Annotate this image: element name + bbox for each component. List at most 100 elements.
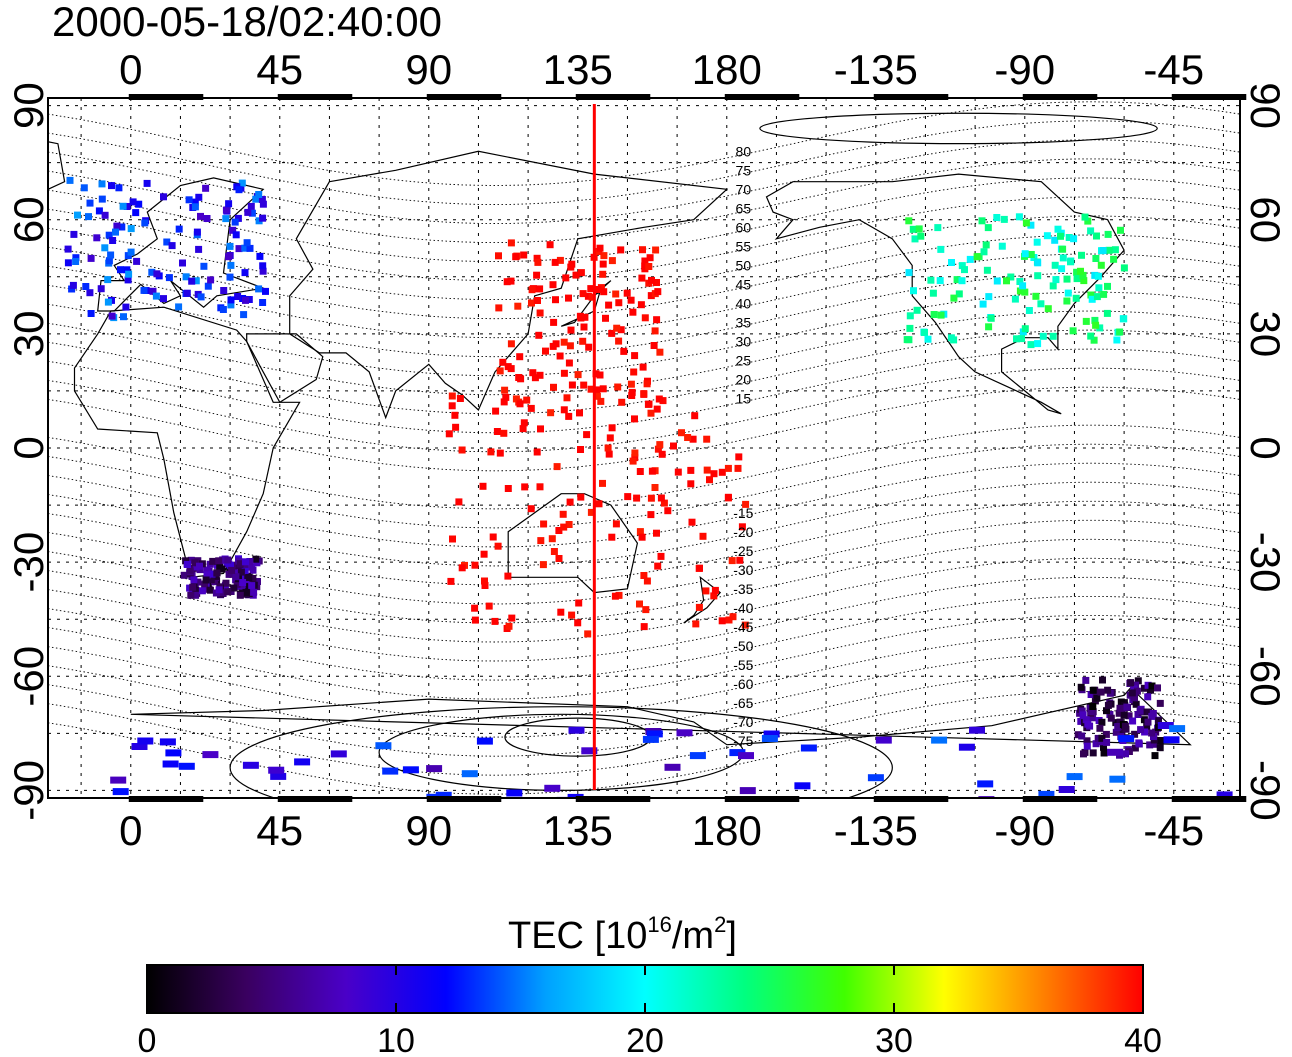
tec-cell [1066, 773, 1083, 781]
tec-cell [612, 290, 620, 298]
tec-cell [184, 561, 191, 568]
tec-cell [647, 292, 655, 300]
tec-cell [175, 303, 183, 311]
tec-cell [736, 556, 744, 564]
tec-cell [237, 568, 245, 576]
tec-cell [235, 245, 243, 253]
tec-cell [565, 294, 572, 302]
frame-bar-top [724, 94, 800, 100]
tec-cell [580, 323, 588, 331]
tec-cell [1169, 725, 1186, 733]
tec-cell [241, 244, 249, 252]
contour-label: 30 [736, 334, 752, 350]
tec-cell [936, 277, 944, 285]
tec-cell [1013, 335, 1020, 343]
tec-cell [605, 301, 613, 309]
tec-cell [218, 565, 226, 573]
tec-cell [647, 494, 655, 502]
tec-cell [507, 340, 515, 348]
tec-cell [678, 429, 685, 437]
contour-label: 65 [736, 200, 752, 216]
tec-cell [193, 228, 201, 236]
tec-cell [1104, 230, 1112, 238]
tec-cell [101, 244, 109, 252]
tec-cell [875, 736, 892, 744]
tec-cell [294, 758, 311, 766]
tec-cell [980, 248, 988, 256]
tec-cell [568, 381, 576, 389]
top-lon-tick-label: 135 [543, 46, 613, 93]
tec-cell [201, 581, 209, 589]
tec-cell [739, 787, 756, 795]
tec-cell [654, 445, 662, 453]
tec-cell [248, 582, 256, 590]
tec-cell [514, 302, 522, 310]
tec-cell [98, 195, 106, 203]
tec-cell [742, 500, 750, 508]
tec-cell [540, 520, 548, 528]
tec-cell [577, 493, 585, 501]
tec-cell [1092, 255, 1100, 262]
tec-cell [1122, 750, 1129, 758]
tec-cell [375, 742, 392, 750]
tec-cell [163, 238, 171, 246]
tec-cell [330, 750, 347, 758]
tec-cell [1102, 730, 1110, 738]
tec-cell [706, 476, 713, 484]
tec-cell [108, 312, 116, 320]
tec-cell [1073, 268, 1081, 276]
tec-cell [86, 199, 94, 207]
tec-cell [1144, 693, 1152, 701]
tec-cell [85, 213, 92, 221]
tec-cell [574, 371, 582, 379]
tec-cell [480, 550, 488, 558]
tec-cell [699, 532, 707, 540]
tec-cell [182, 273, 190, 281]
tec-cell [204, 282, 212, 290]
tec-cell [969, 726, 985, 734]
tec-cell [1112, 728, 1120, 736]
tec-cell [1039, 332, 1047, 340]
tec-cell [521, 483, 529, 491]
tec-cell [215, 586, 223, 594]
tec-cell [119, 202, 127, 210]
colorbar-tick-label: 40 [1124, 1022, 1162, 1057]
tec-cell [725, 616, 733, 624]
tec-cell [556, 256, 564, 264]
tec-cell [948, 259, 955, 266]
tec-cell [628, 392, 636, 399]
tec-cell [953, 276, 961, 284]
bottom-lon-tick-label: 90 [405, 807, 452, 854]
tec-cell [1000, 215, 1008, 223]
tec-cell [761, 735, 778, 742]
tec-cell [1149, 710, 1157, 717]
tec-cell [160, 193, 167, 201]
tec-cell [1087, 691, 1095, 698]
tec-cell [568, 611, 576, 619]
tec-cell [537, 537, 545, 545]
colorbar-ticks: 0 10 20 30 40 [138, 965, 1162, 1057]
tec-cell [1089, 686, 1097, 694]
tec-cell [209, 557, 217, 565]
tec-cell [958, 262, 966, 270]
tec-cell [599, 479, 606, 487]
tec-cell [512, 253, 520, 261]
tec-cell [202, 576, 210, 584]
tec-cell [539, 561, 547, 569]
tec-cell [233, 580, 241, 588]
tec-cell [1125, 748, 1133, 755]
coastline [48, 141, 66, 190]
top-lon-tick-label: -90 [994, 46, 1055, 93]
tec-cell [105, 257, 113, 265]
tec-cell [72, 258, 80, 265]
tec-cell [1104, 282, 1111, 290]
top-lon-tick-label: 180 [692, 46, 762, 93]
tec-cell [1038, 790, 1055, 798]
tec-cell [1019, 282, 1027, 290]
tec-cell [913, 306, 921, 314]
tec-cell [245, 574, 253, 581]
tec-cell [1156, 744, 1164, 752]
tec-cell [537, 425, 544, 433]
tec-cell [225, 560, 233, 568]
tec-cell [69, 281, 77, 289]
